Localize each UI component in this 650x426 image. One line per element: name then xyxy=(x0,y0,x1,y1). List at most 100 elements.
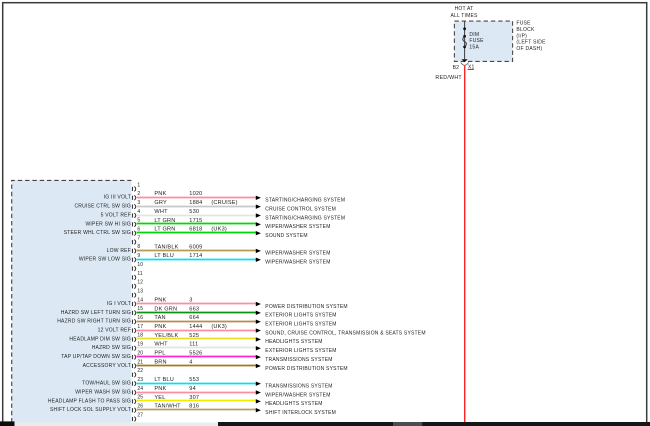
svg-text:TAP UP/TAP DOWN SW SIG: TAP UP/TAP DOWN SW SIG xyxy=(61,354,131,360)
svg-text:TAN/WHT: TAN/WHT xyxy=(154,404,181,410)
svg-text:HOT AT: HOT AT xyxy=(455,6,474,12)
svg-text:94: 94 xyxy=(189,386,196,392)
svg-text:WIPER WASH SW SIG: WIPER WASH SW SIG xyxy=(75,389,131,395)
svg-text:307: 307 xyxy=(189,395,199,401)
svg-text:WIPER SW HI SIG: WIPER SW HI SIG xyxy=(85,221,131,227)
svg-text:17: 17 xyxy=(137,324,143,330)
svg-text:2: 2 xyxy=(137,191,140,197)
svg-text:EXTERIOR LIGHTS SYSTEM: EXTERIOR LIGHTS SYSTEM xyxy=(265,322,336,328)
svg-text:16: 16 xyxy=(137,315,143,321)
svg-text:PNK: PNK xyxy=(154,386,166,392)
svg-text:1020: 1020 xyxy=(189,191,202,197)
svg-text:HAZRD SW RIGHT TURN SIG: HAZRD SW RIGHT TURN SIG xyxy=(57,319,131,325)
svg-text:22: 22 xyxy=(137,368,143,374)
svg-text:21: 21 xyxy=(137,359,143,365)
svg-text:PNK: PNK xyxy=(154,324,166,330)
svg-text:EXTERIOR LIGHTS SYSTEM: EXTERIOR LIGHTS SYSTEM xyxy=(265,348,336,354)
svg-text:HEADLAMP DIM SW SIG: HEADLAMP DIM SW SIG xyxy=(69,336,131,342)
svg-text:POWER DISTRIBUTION SYSTEM: POWER DISTRIBUTION SYSTEM xyxy=(265,304,348,310)
svg-text:WIPER/WASHER SYSTEM: WIPER/WASHER SYSTEM xyxy=(265,251,330,257)
svg-text:12 VOLT REF: 12 VOLT REF xyxy=(98,327,131,333)
svg-text:YEL: YEL xyxy=(154,395,165,401)
svg-text:6818: 6818 xyxy=(189,227,202,233)
svg-text:HEADLAMP FLASH TO PASS SIG: HEADLAMP FLASH TO PASS SIG xyxy=(48,398,131,404)
svg-text:5 VOLT REF: 5 VOLT REF xyxy=(101,212,131,218)
svg-text:FUSE: FUSE xyxy=(516,21,531,27)
svg-text:14: 14 xyxy=(137,297,143,303)
svg-text:553: 553 xyxy=(189,377,199,383)
svg-text:3: 3 xyxy=(189,297,192,303)
svg-text:1884: 1884 xyxy=(189,200,202,206)
svg-text:(CRUISE): (CRUISE) xyxy=(211,200,237,206)
svg-text:1715: 1715 xyxy=(189,218,202,224)
svg-text:HAZRD SW LEFT TURN SIG: HAZRD SW LEFT TURN SIG xyxy=(61,310,131,316)
svg-text:TAN/BLK: TAN/BLK xyxy=(154,244,178,250)
svg-text:664: 664 xyxy=(189,315,199,321)
svg-text:RED/WHT: RED/WHT xyxy=(435,75,462,81)
svg-text:ACCESSORY VOLT: ACCESSORY VOLT xyxy=(83,363,131,369)
svg-text:26: 26 xyxy=(137,404,143,410)
svg-text:LT GRN: LT GRN xyxy=(154,227,175,233)
svg-text:STEER WHL CTRL SW SIG: STEER WHL CTRL SW SIG xyxy=(64,230,131,236)
svg-text:LT BLU: LT BLU xyxy=(154,377,174,383)
svg-text:13: 13 xyxy=(137,288,143,294)
svg-text:4: 4 xyxy=(137,209,140,215)
svg-text:8: 8 xyxy=(137,244,140,250)
svg-text:10: 10 xyxy=(137,262,143,268)
svg-text:SOUND SYSTEM: SOUND SYSTEM xyxy=(265,233,307,239)
svg-text:ALL TIMES: ALL TIMES xyxy=(450,13,478,19)
svg-text:1444: 1444 xyxy=(189,324,202,330)
svg-text:DK GRN: DK GRN xyxy=(154,306,177,312)
svg-text:WIPER SW LOW SIG: WIPER SW LOW SIG xyxy=(79,257,131,263)
svg-text:BLOCK: BLOCK xyxy=(516,27,535,33)
svg-text:SHIFT LOCK SOL SUPPLY VOLT: SHIFT LOCK SOL SUPPLY VOLT xyxy=(50,407,131,413)
svg-text:6: 6 xyxy=(137,227,140,233)
svg-text:18: 18 xyxy=(137,333,143,339)
svg-text:EXTERIOR LIGHTS SYSTEM: EXTERIOR LIGHTS SYSTEM xyxy=(265,313,336,319)
svg-text:25: 25 xyxy=(137,395,143,401)
svg-text:20: 20 xyxy=(137,350,143,356)
svg-text:(UK3): (UK3) xyxy=(211,227,227,233)
svg-text:11: 11 xyxy=(137,271,143,277)
svg-text:BRN: BRN xyxy=(154,359,166,365)
svg-text:LT GRN: LT GRN xyxy=(154,218,175,224)
svg-text:STARTING/CHARGING SYSTEM: STARTING/CHARGING SYSTEM xyxy=(265,198,345,204)
svg-text:(LEFT SIDE: (LEFT SIDE xyxy=(516,40,546,46)
svg-text:SHIFT INTERLOCK SYSTEM: SHIFT INTERLOCK SYSTEM xyxy=(265,410,336,416)
svg-text:CRUISE CTRL SW SIG: CRUISE CTRL SW SIG xyxy=(74,204,131,210)
svg-text:IG I VOLT: IG I VOLT xyxy=(107,301,131,307)
svg-text:TOW/HAUL SW SIG: TOW/HAUL SW SIG xyxy=(82,381,131,387)
svg-text:HEADLIGHTS SYSTEM: HEADLIGHTS SYSTEM xyxy=(265,339,322,345)
svg-text:15: 15 xyxy=(137,306,143,312)
svg-text:15A: 15A xyxy=(469,44,479,50)
svg-text:111: 111 xyxy=(189,342,198,348)
svg-text:7: 7 xyxy=(137,235,140,241)
svg-text:SOUND, CRUISE CONTROL, TRANSMI: SOUND, CRUISE CONTROL, TRANSMISSION & SE… xyxy=(265,330,425,336)
svg-text:(I/P): (I/P) xyxy=(516,33,527,39)
svg-text:GRY: GRY xyxy=(154,200,167,206)
svg-text:5526: 5526 xyxy=(189,351,202,357)
svg-text:PNK: PNK xyxy=(154,191,166,197)
svg-text:WIPER/WASHER SYSTEM: WIPER/WASHER SYSTEM xyxy=(265,260,330,266)
svg-text:HEADLIGHTS SYSTEM: HEADLIGHTS SYSTEM xyxy=(265,401,322,407)
svg-text:B2: B2 xyxy=(453,65,459,71)
svg-text:12: 12 xyxy=(137,280,143,286)
svg-text:4: 4 xyxy=(189,359,192,365)
svg-text:1714: 1714 xyxy=(189,253,202,259)
svg-text:STARTING/CHARGING SYSTEM: STARTING/CHARGING SYSTEM xyxy=(265,215,345,221)
svg-text:HAZRD SW SIG: HAZRD SW SIG xyxy=(92,345,131,351)
svg-text:PPL: PPL xyxy=(154,351,165,357)
svg-text:23: 23 xyxy=(137,377,143,383)
svg-text:DIM: DIM xyxy=(469,32,479,38)
svg-text:FUSE: FUSE xyxy=(469,38,484,44)
svg-text:19: 19 xyxy=(137,342,143,348)
svg-text:3: 3 xyxy=(137,200,140,206)
svg-text:WHT: WHT xyxy=(154,342,168,348)
svg-text:OF DASH): OF DASH) xyxy=(516,46,542,52)
svg-text:663: 663 xyxy=(189,306,199,312)
svg-text:LOW REF: LOW REF xyxy=(107,248,131,254)
svg-text:1: 1 xyxy=(137,182,140,188)
svg-text:POWER DISTRIBUTION SYSTEM: POWER DISTRIBUTION SYSTEM xyxy=(265,366,348,372)
svg-text:WIPER/WASHER SYSTEM: WIPER/WASHER SYSTEM xyxy=(265,224,330,230)
svg-text:X1: X1 xyxy=(468,65,474,71)
